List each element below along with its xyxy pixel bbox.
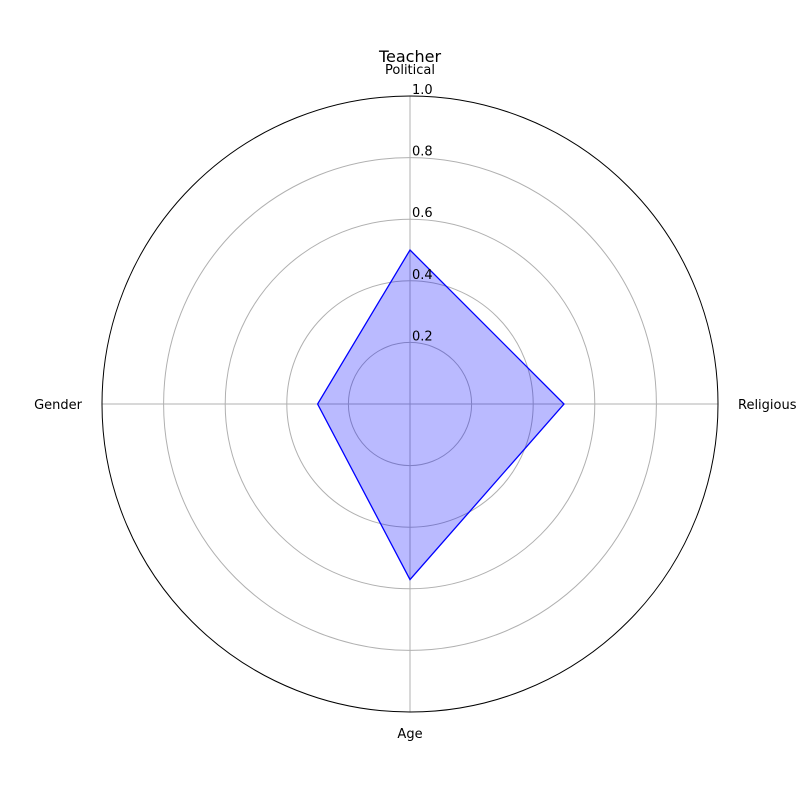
category-axis-labels: Political Religious Age Gender (34, 63, 797, 742)
radial-tick-label-1.0: 1.0 (412, 83, 433, 98)
radial-tick-label-0.8: 0.8 (412, 145, 433, 160)
category-label-political: Political (385, 63, 435, 78)
category-label-religious: Religious (738, 398, 797, 413)
series-fill-0 (317, 250, 564, 580)
category-label-age: Age (397, 727, 422, 742)
radial-tick-labels: 0.2 0.4 0.6 0.8 1.0 (412, 83, 433, 344)
series-layer (316, 248, 565, 581)
chart-title: Teacher (378, 47, 441, 66)
polar-frame (101, 95, 719, 713)
radial-tick-label-0.4: 0.4 (412, 268, 433, 283)
radial-tick-label-0.6: 0.6 (412, 206, 433, 221)
category-label-gender: Gender (34, 398, 83, 413)
grid-layer (101, 95, 719, 713)
radial-tick-label-0.2: 0.2 (412, 329, 433, 344)
